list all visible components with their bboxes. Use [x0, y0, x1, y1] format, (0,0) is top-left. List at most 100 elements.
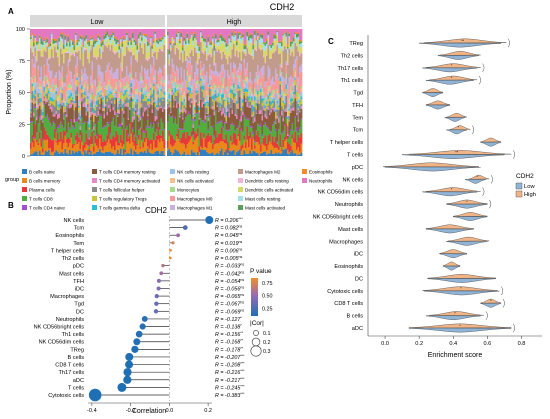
stack-segment-plasma-cells	[76, 132, 79, 145]
stack-segment-t-cells-cd4-naive	[182, 128, 184, 130]
stack-segment-mast-cells-activated	[273, 34, 276, 39]
stack-segment-b-cells-memory	[141, 140, 143, 152]
stack-segment-t-cells-cd8	[133, 135, 136, 141]
stack-segment-mast-cells-resting	[288, 36, 291, 38]
stack-segment-t-cells-cd4-naive	[51, 124, 53, 127]
stack-segment-mast-cells-resting	[180, 37, 183, 39]
stack-segment-eosinophils	[285, 30, 288, 33]
stack-segment-t-cells-gamma-delta	[142, 94, 145, 100]
stack-segment-mast-cells-resting	[242, 37, 244, 41]
stack-segment-mast-cells-resting	[174, 45, 177, 46]
stack-segment-dendritic-cells-activated	[276, 35, 279, 43]
stack-segment-dendritic-cells-activated	[55, 45, 58, 51]
y-tick-label: 75	[19, 59, 25, 65]
stack-segment-dendritic-cells-activated	[273, 40, 276, 52]
significance-mark-cytotoxic-cells: *	[460, 287, 462, 291]
stack-segment-t-cells-cd8	[51, 126, 53, 141]
stack-segment-mast-cells-activated	[188, 39, 190, 44]
stack-segment-t-cells-cd4-naive	[120, 124, 122, 127]
stack-segment-t-cells-cd8	[236, 128, 238, 139]
stack-segment-macrophages-m2	[264, 63, 267, 82]
stack-segment-t-cells-gamma-delta	[160, 89, 163, 92]
stack-segment-t-cells-cd4-memory-resting	[148, 107, 151, 127]
stack-segment-t-cells-regulatory-tregs	[34, 94, 37, 97]
stack-segment-dendritic-cells-activated	[157, 46, 160, 52]
stack-segment-t-cells-gamma-delta	[174, 87, 177, 93]
stack-segment-t-cells-regulatory-tregs	[49, 100, 52, 106]
row-label-nk-cd56bright-cells: NK CD56bright cells	[34, 325, 85, 331]
stack-segment-t-cells-cd4-memory-activated	[236, 114, 238, 119]
stack-segment-macrophages-m0	[218, 75, 220, 86]
row-label-tem: Tem	[73, 241, 84, 247]
stack-segment-mast-cells-activated	[282, 34, 285, 36]
stack-segment-t-cells-follicular-helper	[290, 105, 292, 109]
stack-segment-t-cells-regulatory-tregs	[167, 101, 169, 104]
stack-segment-macrophages-m1	[174, 71, 177, 74]
stack-segment-dendritic-cells-activated	[129, 44, 131, 52]
stack-segment-b-cells-memory	[85, 144, 88, 154]
stack-segment-dendritic-cells-activated	[293, 49, 295, 56]
stack-segment-t-cells-gamma-delta	[147, 98, 149, 102]
stack-segment-monocytes	[242, 93, 244, 97]
stack-segment-monocytes	[108, 79, 110, 82]
stack-segment-macrophages-m2	[173, 42, 175, 65]
stack-segment-monocytes	[64, 101, 67, 103]
stack-segment-nk-cells-activated	[60, 89, 62, 93]
stack-segment-neutrophils	[213, 29, 216, 45]
stack-segment-macrophages-m0	[200, 62, 202, 71]
stack-segment-plasma-cells	[73, 143, 76, 146]
stack-segment-eosinophils	[261, 32, 264, 35]
stack-segment-nk-cells-activated	[30, 99, 32, 103]
stack-segment-eosinophils	[37, 41, 40, 43]
stack-segment-nk-cells-resting	[177, 88, 180, 90]
stack-segment-mast-cells-activated	[221, 35, 223, 41]
stack-segment-neutrophils	[257, 29, 259, 31]
stack-segment-nk-cells-activated	[79, 105, 82, 110]
stack-segment-nk-cells-activated	[297, 97, 300, 99]
stack-segment-macrophages-m0	[57, 91, 59, 96]
stack-segment-monocytes	[267, 86, 270, 90]
stack-segment-t-cells-gamma-delta	[290, 98, 292, 103]
stack-segment-t-cells-gamma-delta	[135, 101, 137, 104]
violin-high-nk-cd56bright-cells	[453, 212, 488, 217]
stack-segment-macrophages-m2	[174, 54, 177, 72]
stack-segment-macrophages-m2	[233, 43, 235, 63]
stack-segment-monocytes	[270, 93, 273, 97]
stack-segment-t-cells-cd4-naive	[52, 120, 55, 123]
stack-segment-macrophages-m0	[48, 71, 50, 82]
stack-segment-t-cells-follicular-helper	[39, 97, 41, 104]
stack-segment-mast-cells-resting	[84, 40, 86, 47]
stack-segment-t-cells-follicular-helper	[118, 103, 121, 110]
stack-segment-mast-cells-activated	[185, 41, 187, 45]
stack-segment-t-cells-cd8	[293, 131, 295, 139]
stack-segment-dendritic-cells-resting	[57, 55, 59, 58]
stack-segment-nk-cells-activated	[224, 95, 226, 99]
stack-segment-plasma-cells	[66, 138, 68, 143]
stack-segment-mast-cells-activated	[126, 32, 128, 36]
stack-segment-b-cells-memory	[160, 138, 163, 152]
stack-segment-t-cells-regulatory-tregs	[60, 98, 62, 104]
stack-segment-mast-cells-resting	[111, 37, 113, 43]
stack-segment-mast-cells-activated	[170, 43, 172, 45]
stack-segment-macrophages-m1	[219, 71, 222, 82]
stack-segment-nk-cells-resting	[210, 89, 213, 91]
stack-segment-monocytes	[192, 104, 195, 109]
lollipop-chart: NK cells R = 0.206***Tcm R = 0.082nsEosino…	[34, 216, 245, 414]
stack-segment-eosinophils	[141, 36, 143, 38]
stack-segment-macrophages-m2	[195, 52, 198, 62]
stack-segment-macrophages-m2	[188, 57, 190, 61]
stack-segment-t-cells-cd4-naive	[75, 121, 77, 122]
stack-segment-dendritic-cells-activated	[267, 37, 270, 42]
stack-segment-t-cells-regulatory-tregs	[186, 80, 189, 88]
stack-segment-mast-cells-resting	[207, 41, 210, 47]
stack-segment-macrophages-m0	[46, 64, 49, 77]
lollipop-dot-macrophages	[154, 293, 159, 299]
stack-segment-macrophages-m0	[102, 80, 104, 93]
stack-segment-dendritic-cells-resting	[64, 52, 67, 54]
stack-segment-t-cells-cd4-memory-resting	[129, 109, 131, 124]
stack-segment-neutrophils	[285, 29, 288, 31]
stack-segment-b-cells-naive	[191, 149, 193, 156]
stack-segment-macrophages-m0	[170, 78, 172, 90]
stack-segment-t-cells-regulatory-tregs	[264, 108, 267, 111]
stack-segment-macrophages-m0	[222, 70, 225, 78]
